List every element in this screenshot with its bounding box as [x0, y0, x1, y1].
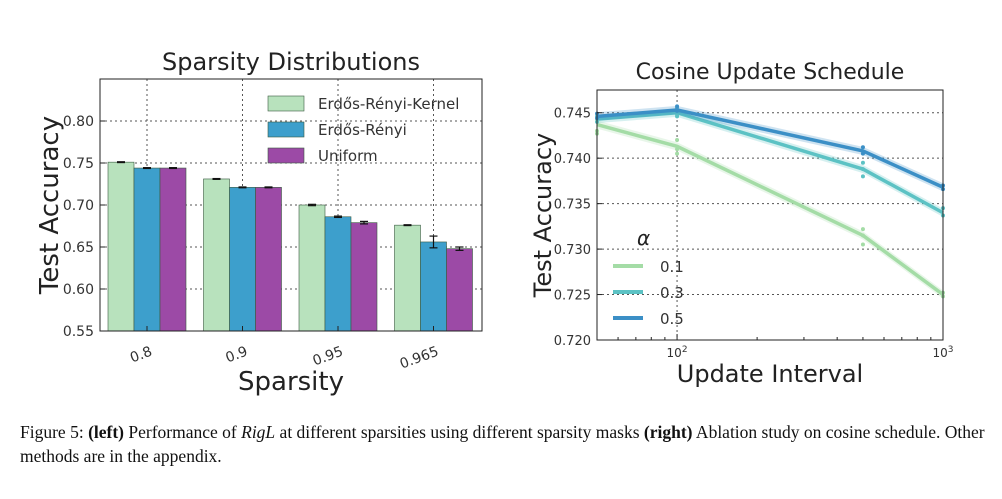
caption-method: RigL — [241, 422, 276, 442]
series-band — [597, 120, 943, 299]
bar — [350, 222, 378, 332]
legend-swatch — [267, 147, 305, 164]
bar — [133, 167, 161, 332]
line-y-tick-label: 0.745 — [554, 107, 591, 122]
data-point — [860, 174, 865, 179]
series-line — [596, 108, 944, 189]
legend-swatch — [267, 121, 305, 138]
line-y-tick-label: 0.725 — [554, 289, 591, 304]
line-chart-title: Cosine Update Schedule — [636, 60, 905, 85]
bar — [324, 216, 352, 332]
bar — [298, 204, 326, 332]
caption-left-tag: (left) — [88, 422, 125, 442]
series-band — [597, 108, 943, 217]
line-chart-y-ticks: 0.720 0.725 0.730 0.735 0.740 0.745 — [554, 107, 602, 349]
bar — [229, 187, 256, 332]
caption-prefix: Figure 5: — [20, 422, 89, 442]
bar-x-tick-label: 0.9 — [223, 344, 249, 367]
bar-y-tick-label: 0.70 — [63, 198, 94, 214]
bar — [107, 161, 135, 332]
bar-y-tick-label: 0.65 — [63, 240, 94, 256]
legend-label: Erdős-Rényi — [318, 121, 407, 139]
data-point — [675, 104, 680, 109]
data-point — [675, 114, 680, 119]
bar-y-tick-label: 0.55 — [63, 324, 94, 340]
data-point — [860, 227, 865, 232]
line-x-tick-label: 103 — [932, 345, 953, 360]
bar-chart-x-label: Sparsity — [238, 367, 344, 397]
data-point — [860, 167, 865, 172]
caption-text-2: at different sparsities using different … — [275, 422, 644, 442]
line-chart-y-label: Test Accuracy — [529, 133, 557, 298]
bar-chart-legend: Erdős-Rényi-Kernel Erdős-Rényi Uniform — [267, 95, 459, 165]
data-point — [860, 242, 865, 247]
legend-label: 0.5 — [660, 310, 684, 328]
data-point — [860, 233, 865, 238]
bar-chart-x-ticks: 0.8 0.9 0.95 0.965 — [128, 326, 441, 372]
bar — [394, 224, 421, 332]
line-chart-legend: α 0.1 0.3 0.5 — [613, 226, 684, 328]
bar-chart-y-label: Test Accuracy — [35, 116, 65, 295]
line-x-tick-exponent: 3 — [948, 345, 954, 355]
bar — [203, 178, 230, 332]
data-point — [675, 151, 680, 156]
bar — [159, 167, 187, 332]
legend-swatch — [267, 95, 305, 112]
data-point — [860, 160, 865, 165]
line-chart-grid — [597, 90, 943, 340]
line-chart: Cosine Update Schedule 0.7200.7250.7300.… — [529, 60, 954, 388]
line-chart-lines — [595, 104, 945, 299]
bar-chart-frame — [99, 78, 483, 332]
bar — [446, 248, 473, 332]
line-y-tick-label: 0.720 — [554, 334, 591, 349]
bar-y-tick-label: 0.75 — [63, 156, 94, 172]
line-chart-x-label: Update Interval — [677, 360, 863, 388]
legend-label: 0.1 — [660, 258, 684, 276]
bar — [420, 241, 447, 332]
bar — [255, 187, 282, 332]
caption-right-tag: (right) — [643, 422, 693, 442]
series-line — [596, 122, 945, 296]
line-x-tick-exponent: 2 — [682, 345, 688, 355]
caption-text-3: Ablation study on cosine schedule. Other… — [20, 422, 985, 466]
bar-x-tick-label: 0.8 — [128, 344, 154, 367]
bar-chart: Sparsity Distributions 0.550.600.650.700… — [35, 48, 483, 397]
data-point — [860, 151, 865, 156]
bar-chart-bars — [107, 161, 473, 332]
line-y-tick-label: 0.735 — [554, 198, 591, 213]
bar-y-tick-label: 0.60 — [63, 282, 94, 298]
line-chart-x-ticks: 102 103 — [617, 334, 954, 360]
line-x-tick-base: 10 — [932, 346, 947, 360]
line-y-tick-label: 0.740 — [554, 152, 591, 167]
line-x-tick-label: 102 — [667, 345, 688, 360]
caption-text-1: Performance of — [124, 422, 242, 442]
line-y-tick-label: 0.730 — [554, 243, 591, 258]
legend-title: α — [637, 226, 650, 250]
bar-chart-title: Sparsity Distributions — [162, 48, 420, 76]
data-point — [860, 145, 865, 150]
bar-x-tick-label: 0.95 — [311, 344, 346, 370]
data-point — [675, 108, 680, 113]
line-chart-frame — [596, 89, 944, 341]
figure: Sparsity Distributions 0.550.600.650.700… — [35, 48, 954, 397]
legend-label: 0.3 — [660, 284, 684, 302]
data-point — [675, 138, 680, 142]
legend-label: Uniform — [318, 147, 378, 165]
line-x-tick-base: 10 — [667, 346, 682, 360]
bar-chart-y-ticks: 0.55 0.60 0.65 0.70 0.75 0.80 — [63, 114, 105, 340]
bar-x-tick-label: 0.965 — [398, 344, 441, 373]
legend-label: Erdős-Rényi-Kernel — [318, 95, 459, 113]
figure-caption: Figure 5: (left) Performance of RigL at … — [20, 420, 990, 468]
data-point — [675, 147, 680, 152]
bar-y-tick-label: 0.80 — [63, 114, 94, 130]
series-line — [596, 110, 944, 215]
